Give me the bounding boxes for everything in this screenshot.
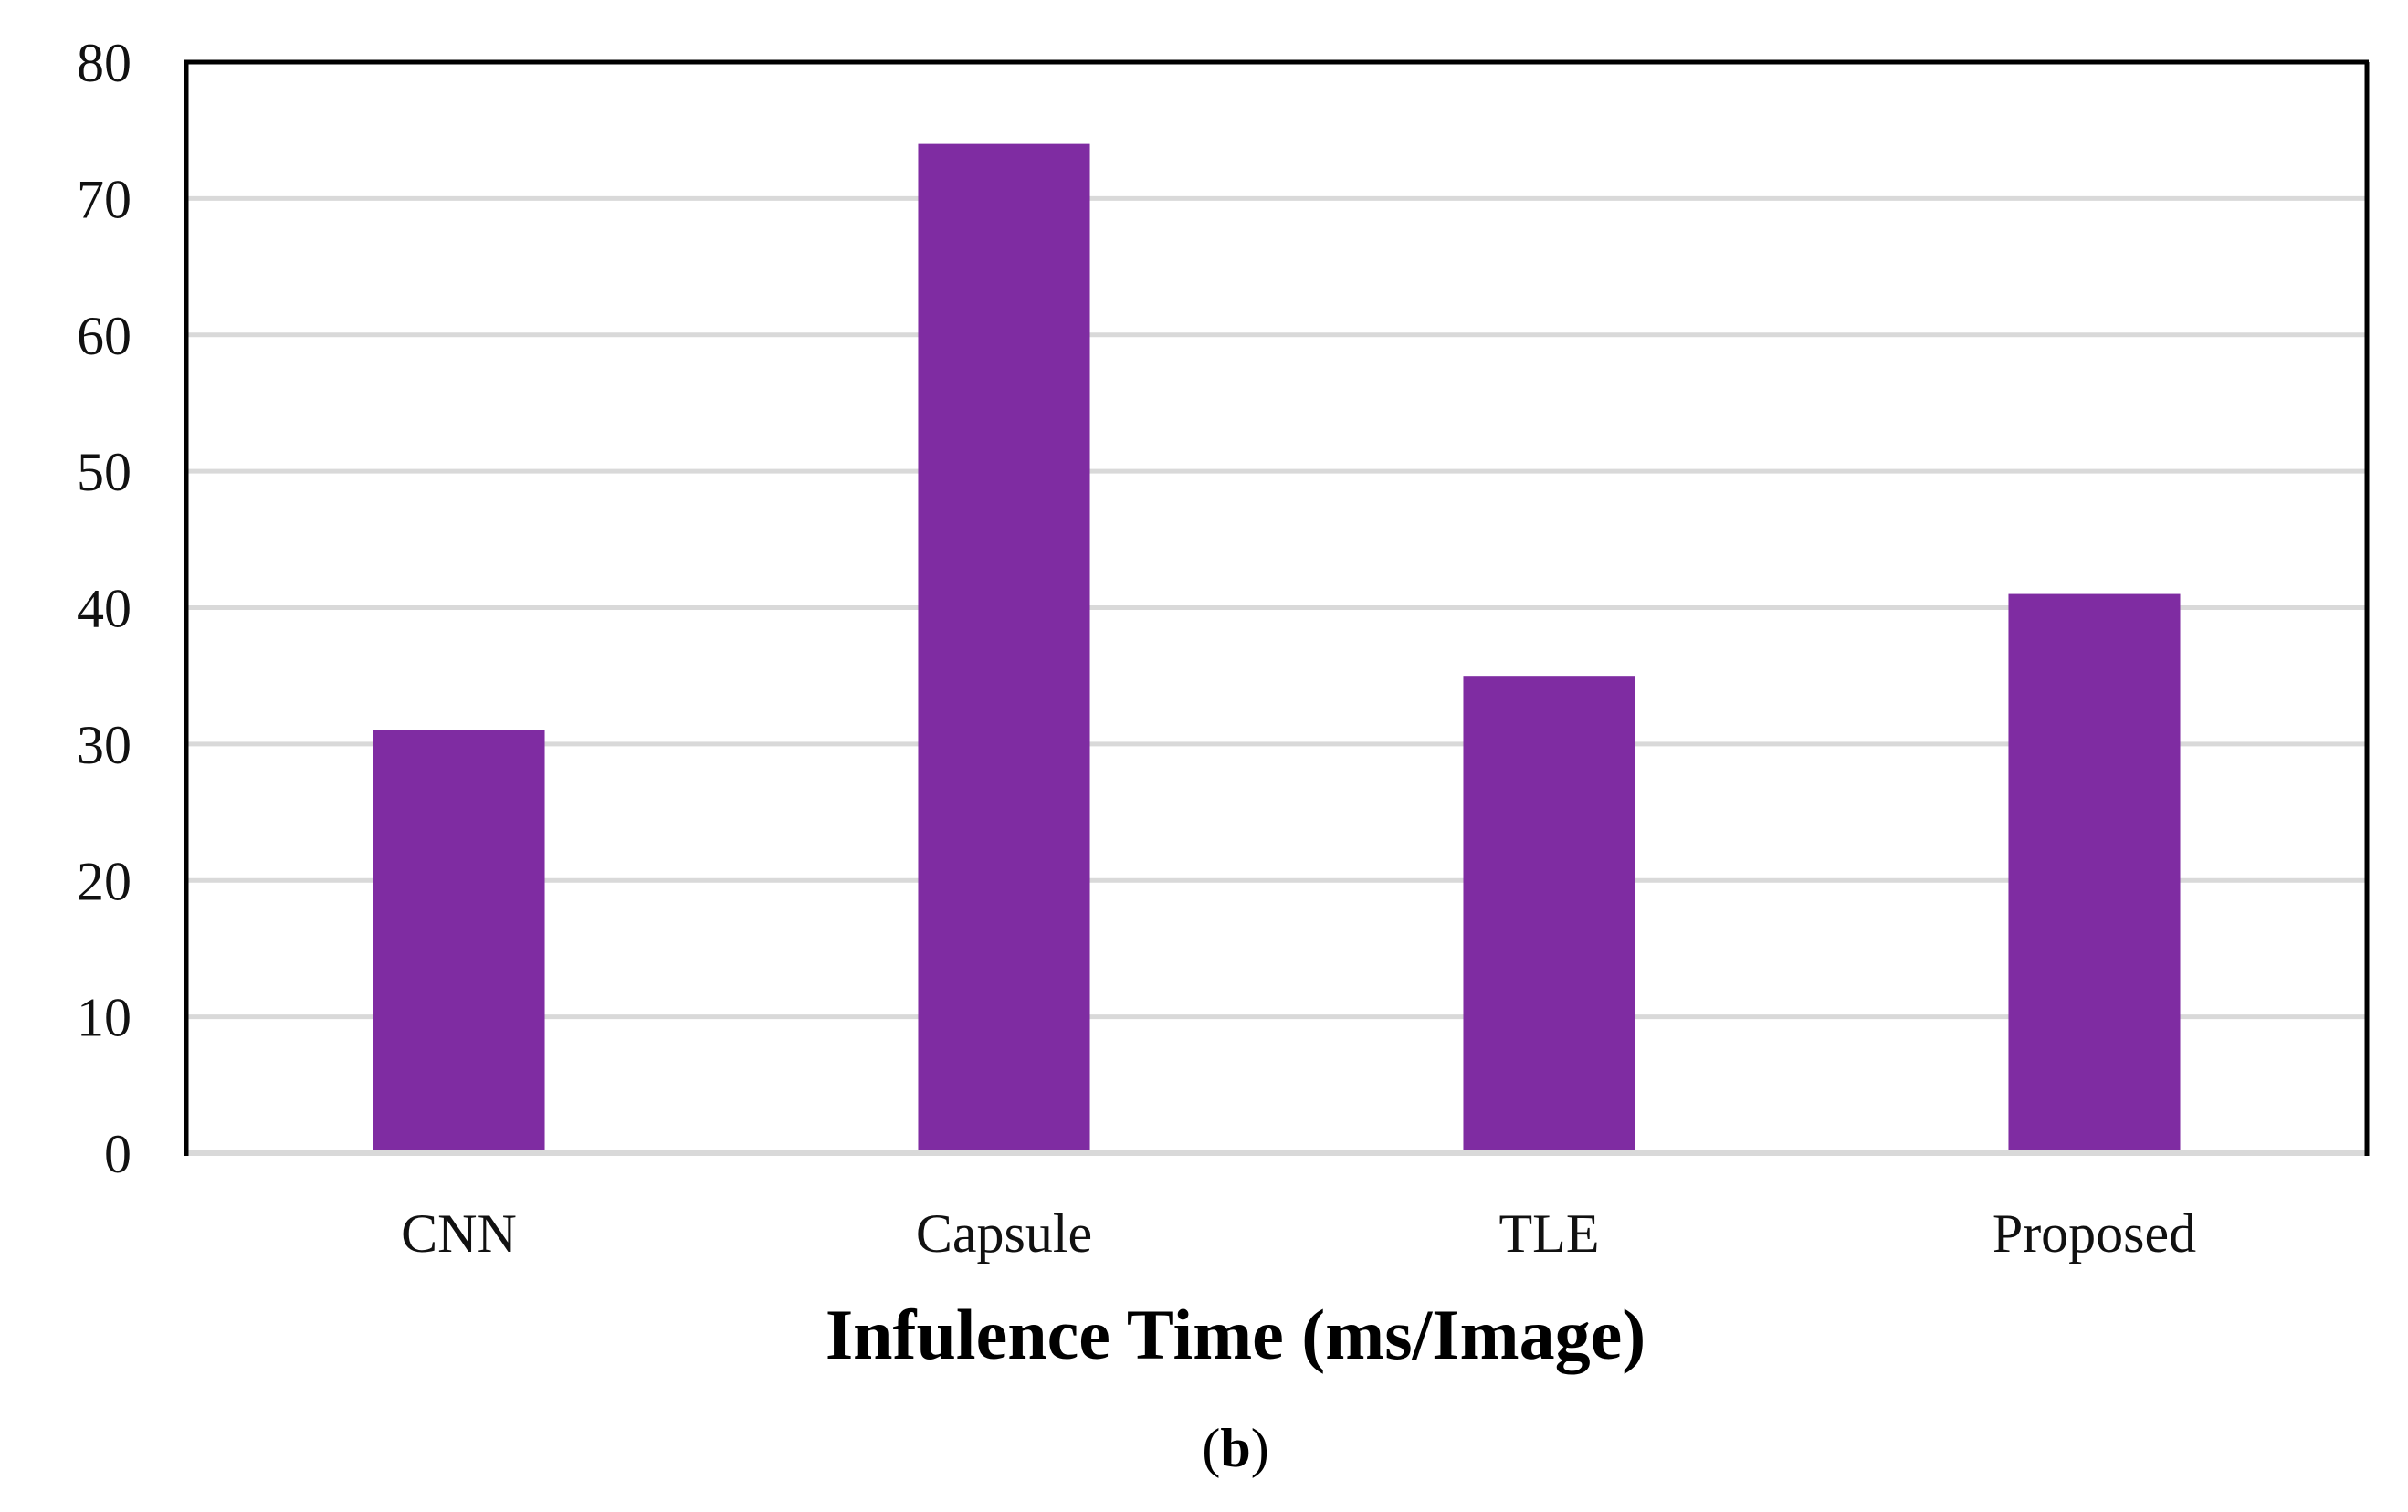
y-tick-label: 60 [77, 306, 131, 366]
panel-label-close: ) [1251, 1418, 1269, 1478]
x-category-labels: CNN Capsule TLE Proposed [401, 1203, 2196, 1264]
bar-cnn [373, 730, 545, 1150]
x-axis-title: Infulence Time (ms/Image) [825, 1295, 1646, 1374]
y-tick-label: 70 [77, 169, 131, 229]
y-tick-label: 50 [77, 442, 131, 502]
bars [373, 143, 2181, 1150]
panel-label-open: ( [1202, 1418, 1220, 1478]
y-tick-label: 80 [77, 33, 131, 93]
y-tick-label: 30 [77, 715, 131, 775]
y-tick-label: 0 [104, 1124, 131, 1184]
y-tick-label: 20 [77, 851, 131, 911]
bar-capsule [918, 143, 1090, 1150]
y-tick-label: 10 [77, 988, 131, 1048]
x-category-label: CNN [401, 1203, 517, 1264]
panel-label: (b) [1202, 1418, 1268, 1478]
x-category-label: Capsule [916, 1203, 1092, 1264]
panel-label-letter: b [1220, 1418, 1250, 1478]
y-tick-label: 40 [77, 579, 131, 639]
y-tick-labels: 0 10 20 30 40 50 60 70 80 [77, 33, 131, 1184]
x-category-label: Proposed [1993, 1203, 2196, 1264]
bar-proposed [2008, 593, 2181, 1150]
axes [184, 59, 2370, 1156]
gridlines [186, 195, 2367, 1156]
bar-tle [1463, 676, 1635, 1150]
x-category-label: TLE [1499, 1203, 1600, 1264]
